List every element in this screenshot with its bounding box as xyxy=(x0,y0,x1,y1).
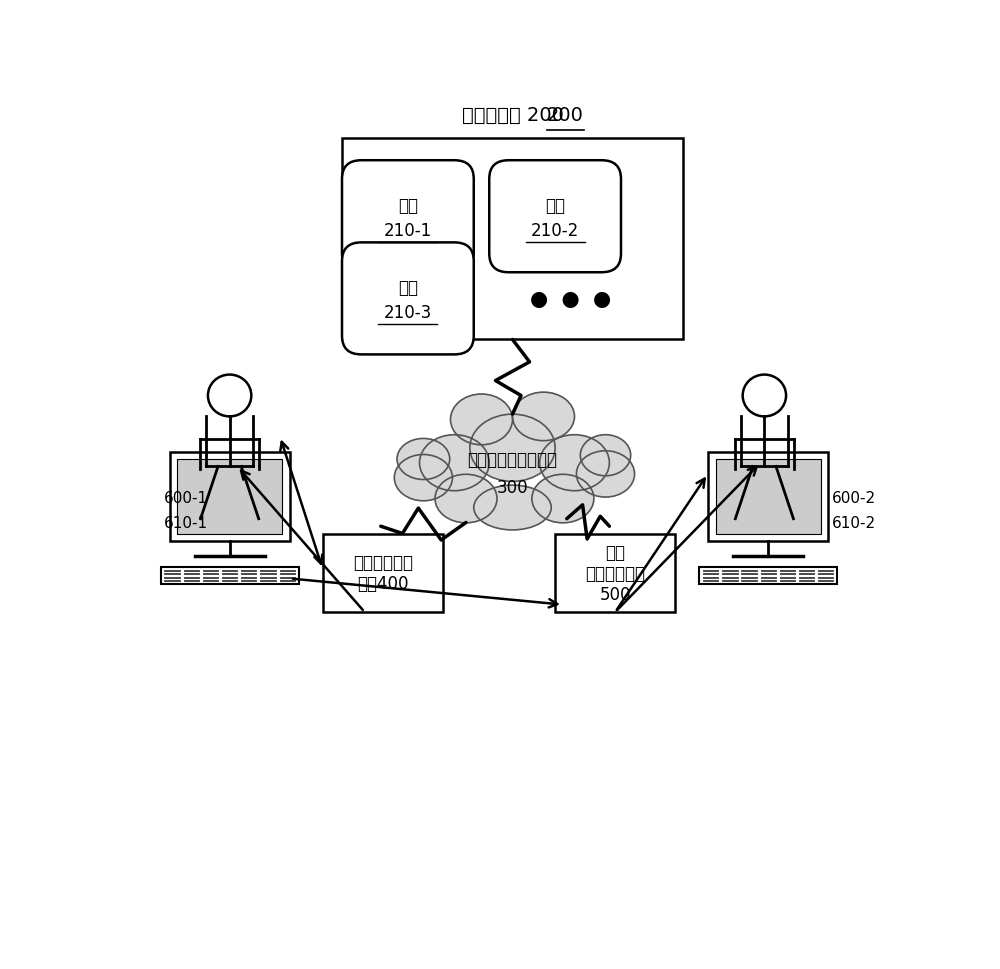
Bar xyxy=(780,570,795,572)
Bar xyxy=(799,577,814,578)
Bar xyxy=(241,574,256,575)
FancyBboxPatch shape xyxy=(489,161,621,273)
Bar xyxy=(177,459,282,534)
Text: ●  ●  ●: ● ● ● xyxy=(530,289,611,309)
Bar xyxy=(818,570,833,572)
Ellipse shape xyxy=(512,392,574,441)
Bar xyxy=(741,580,757,581)
Bar xyxy=(780,580,795,581)
Text: 区块链网络 200: 区块链网络 200 xyxy=(462,107,563,125)
Bar xyxy=(260,570,276,572)
Bar xyxy=(761,570,776,572)
Bar xyxy=(260,577,276,578)
Bar xyxy=(818,580,833,581)
Text: 节点: 节点 xyxy=(398,197,418,215)
Ellipse shape xyxy=(450,394,512,446)
Text: 节点: 节点 xyxy=(545,197,565,215)
FancyBboxPatch shape xyxy=(342,161,474,273)
Bar xyxy=(222,580,237,581)
Bar xyxy=(184,574,199,575)
Bar xyxy=(164,580,180,581)
Bar xyxy=(203,577,218,578)
Bar xyxy=(241,580,256,581)
Bar xyxy=(280,574,295,575)
Bar xyxy=(761,574,776,575)
Bar xyxy=(799,570,814,572)
Bar xyxy=(161,568,299,584)
Ellipse shape xyxy=(397,439,450,480)
Bar xyxy=(722,580,738,581)
Text: 当前机构节点
系统400: 当前机构节点 系统400 xyxy=(353,554,413,593)
Bar xyxy=(799,574,814,575)
Bar xyxy=(280,580,295,581)
Bar xyxy=(708,452,828,542)
Text: 210-2: 210-2 xyxy=(531,222,579,239)
Bar xyxy=(780,574,795,575)
Bar xyxy=(203,574,218,575)
Bar xyxy=(741,570,757,572)
Ellipse shape xyxy=(580,435,631,477)
Bar xyxy=(222,577,237,578)
Bar xyxy=(203,580,218,581)
Bar xyxy=(761,577,776,578)
Ellipse shape xyxy=(435,475,497,523)
Bar xyxy=(703,580,718,581)
Bar xyxy=(241,577,256,578)
Bar xyxy=(260,580,276,581)
Bar xyxy=(818,574,833,575)
Bar xyxy=(799,580,814,581)
Bar xyxy=(184,580,199,581)
Circle shape xyxy=(208,375,251,417)
Text: 610-2: 610-2 xyxy=(832,516,876,530)
Bar xyxy=(761,580,776,581)
Ellipse shape xyxy=(470,415,555,482)
Bar xyxy=(222,570,237,572)
Bar xyxy=(184,570,199,572)
Bar xyxy=(241,570,256,572)
Bar xyxy=(164,577,180,578)
Bar xyxy=(323,534,443,612)
Bar xyxy=(780,577,795,578)
Ellipse shape xyxy=(394,455,452,501)
Ellipse shape xyxy=(420,435,489,491)
Bar xyxy=(741,577,757,578)
Bar xyxy=(170,452,290,542)
Text: 210-3: 210-3 xyxy=(384,303,432,322)
Ellipse shape xyxy=(532,475,594,523)
Bar xyxy=(703,570,718,572)
Text: 200: 200 xyxy=(547,107,584,125)
Bar xyxy=(703,577,718,578)
Bar xyxy=(222,574,237,575)
Bar xyxy=(699,568,837,584)
Bar xyxy=(184,577,199,578)
Text: 区块链网络管理平台: 区块链网络管理平台 xyxy=(468,451,558,468)
Text: 600-2: 600-2 xyxy=(832,491,876,506)
Text: 监管
机构节点系统
500: 监管 机构节点系统 500 xyxy=(585,544,645,603)
Text: 600-1: 600-1 xyxy=(164,491,208,506)
Bar xyxy=(164,570,180,572)
Bar xyxy=(722,577,738,578)
Bar xyxy=(342,139,683,340)
Text: 210-1: 210-1 xyxy=(384,222,432,239)
Bar xyxy=(203,570,218,572)
Bar xyxy=(703,574,718,575)
Ellipse shape xyxy=(576,452,635,497)
Ellipse shape xyxy=(474,485,551,530)
Bar xyxy=(280,570,295,572)
FancyBboxPatch shape xyxy=(342,243,474,355)
Bar xyxy=(716,459,821,534)
Bar xyxy=(722,570,738,572)
Bar xyxy=(722,574,738,575)
Bar xyxy=(818,577,833,578)
Text: 300: 300 xyxy=(497,478,528,496)
Text: 节点: 节点 xyxy=(398,279,418,297)
Ellipse shape xyxy=(540,435,609,491)
Circle shape xyxy=(743,375,786,417)
Bar xyxy=(741,574,757,575)
Bar xyxy=(164,574,180,575)
Bar xyxy=(555,534,675,612)
Text: 610-1: 610-1 xyxy=(164,516,208,530)
Bar xyxy=(280,577,295,578)
Bar xyxy=(260,574,276,575)
